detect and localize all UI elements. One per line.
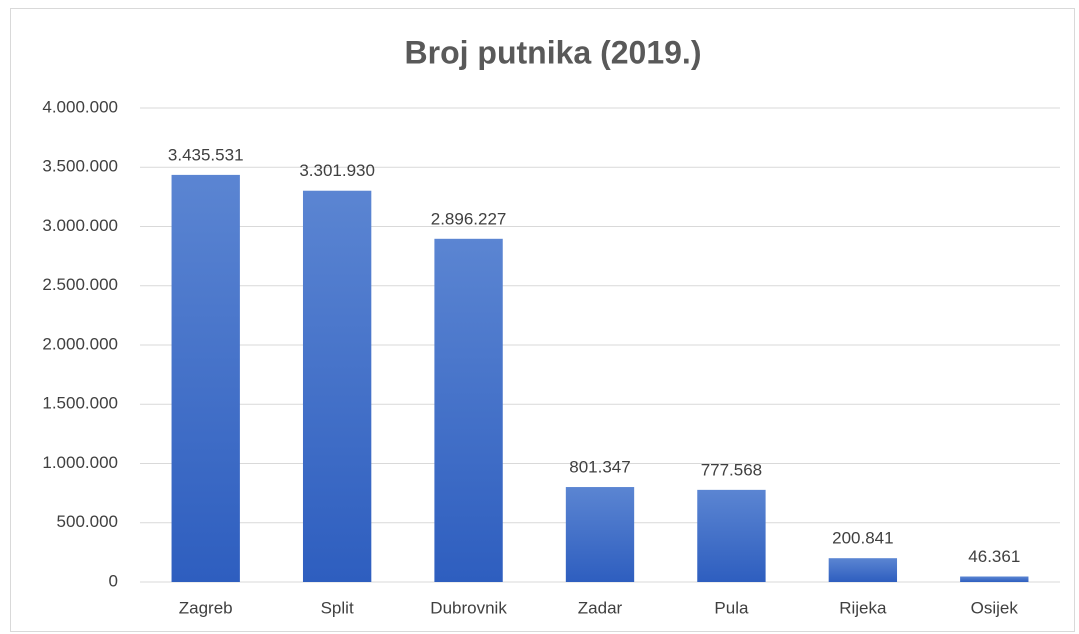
x-tick-label: Rijeka: [839, 598, 887, 617]
x-tick-label: Dubrovnik: [430, 598, 507, 617]
bar: [697, 489, 766, 582]
bar: [302, 190, 372, 582]
x-tick-label: Osijek: [971, 598, 1019, 617]
bar: [828, 558, 898, 582]
data-label: 3.301.930: [299, 161, 375, 180]
y-tick-label: 2.500.000: [42, 275, 118, 294]
bar: [434, 238, 503, 582]
x-tick-label: Zadar: [578, 598, 623, 617]
data-label: 777.568: [701, 460, 762, 479]
bar: [171, 174, 240, 582]
data-label: 2.896.227: [431, 209, 507, 228]
y-tick-label: 0: [109, 571, 118, 590]
x-tick-label: Split: [321, 598, 354, 617]
data-label: 3.435.531: [168, 145, 244, 164]
x-tick-label: Pula: [714, 598, 749, 617]
bar: [960, 576, 1029, 582]
y-tick-label: 4.000.000: [42, 97, 118, 116]
chart-border: [10, 8, 1075, 632]
y-tick-label: 3.000.000: [42, 216, 118, 235]
y-tick-label: 500.000: [57, 512, 118, 531]
y-tick-label: 1.500.000: [42, 394, 118, 413]
y-tick-label: 1.000.000: [42, 453, 118, 472]
bar: [565, 487, 635, 582]
data-label: 801.347: [569, 458, 630, 477]
chart-title: Broj putnika (2019.): [405, 34, 702, 70]
x-tick-label: Zagreb: [179, 598, 233, 617]
data-label: 200.841: [832, 529, 893, 548]
data-label: 46.361: [968, 547, 1020, 566]
y-tick-label: 2.000.000: [42, 334, 118, 353]
y-tick-label: 3.500.000: [42, 157, 118, 176]
